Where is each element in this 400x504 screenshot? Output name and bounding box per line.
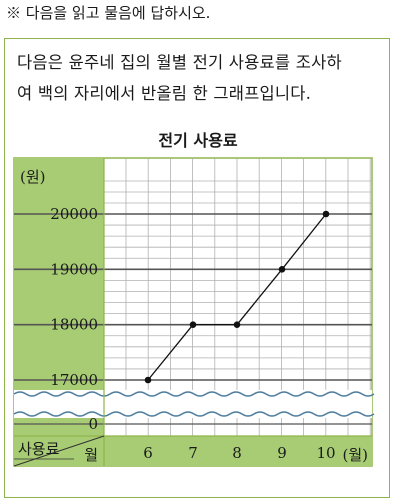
chart-title: 전기 사용료: [158, 131, 238, 150]
y-unit-label: (원): [20, 168, 46, 186]
description-line-2: 여 백의 자리에서 반올림 한 그래프입니다.: [17, 84, 312, 103]
y-tick-label: 20000: [50, 205, 98, 223]
data-point: [189, 321, 197, 328]
corner-diagonal: [13, 435, 105, 467]
axis-break-wave-bottom: [13, 411, 375, 417]
description-line-1: 다음은 윤주네 집의 월별 전기 사용료를 조사하: [17, 53, 342, 72]
x-tick-label: 10: [316, 444, 335, 462]
data-point: [278, 266, 286, 273]
problem-description: 다음은 윤주네 집의 월별 전기 사용료를 조사하 여 백의 자리에서 반올림 …: [17, 47, 383, 109]
y-tick-label: 17000: [50, 371, 98, 389]
x-tick-label: 8: [232, 444, 242, 462]
x-tick-label: 7: [188, 444, 198, 462]
instruction-text: ※ 다음을 읽고 물음에 답하시오.: [6, 4, 211, 22]
x-unit-label: (월): [342, 446, 368, 464]
y-axis-band: [14, 158, 104, 436]
y-tick-label: 0: [88, 415, 98, 433]
y-tick-label: 18000: [50, 316, 98, 334]
axis-break-wave-top: [13, 391, 375, 397]
data-point: [144, 376, 152, 384]
x-tick-label: 6: [143, 444, 153, 462]
data-point: [233, 321, 241, 328]
x-axis-band: [14, 436, 372, 466]
data-point: [322, 210, 330, 218]
x-tick-label: 9: [277, 444, 287, 462]
corner-top-label: 사용료: [18, 440, 60, 458]
y-tick-label: 19000: [50, 260, 98, 278]
corner-bottom-label: 월: [84, 446, 98, 464]
